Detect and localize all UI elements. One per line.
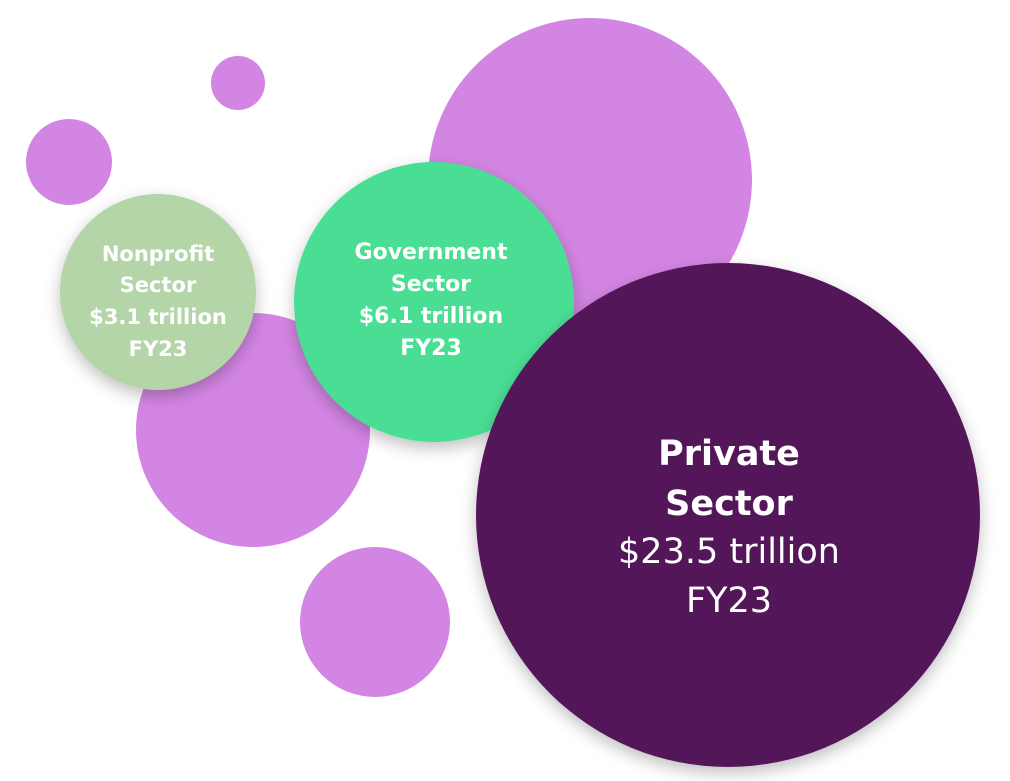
node-label: Nonprofit bbox=[102, 242, 214, 266]
decor-circle bbox=[211, 56, 265, 110]
node-period: FY23 bbox=[686, 581, 772, 621]
decor-circle bbox=[300, 547, 450, 697]
node-value: $23.5 trillion bbox=[618, 532, 840, 572]
node-label: Private bbox=[658, 434, 800, 474]
node-period: FY23 bbox=[129, 337, 188, 361]
nonprofit-node: Nonprofit Sector $3.1 trillion FY23 bbox=[60, 194, 256, 390]
node-label: Sector bbox=[120, 273, 197, 297]
node-value: $6.1 trillion bbox=[359, 304, 503, 329]
node-circle bbox=[476, 263, 980, 767]
node-label: Sector bbox=[391, 272, 471, 297]
node-period: FY23 bbox=[400, 336, 462, 361]
node-label: Government bbox=[355, 240, 508, 265]
decor-circle bbox=[26, 119, 112, 205]
private-node: Private Sector $23.5 trillion FY23 bbox=[476, 263, 980, 767]
node-circle bbox=[294, 162, 574, 442]
node-circle bbox=[60, 194, 256, 390]
government-node: Government Sector $6.1 trillion FY23 bbox=[294, 162, 574, 442]
node-label: Sector bbox=[665, 484, 793, 524]
node-value: $3.1 trillion bbox=[89, 305, 227, 329]
